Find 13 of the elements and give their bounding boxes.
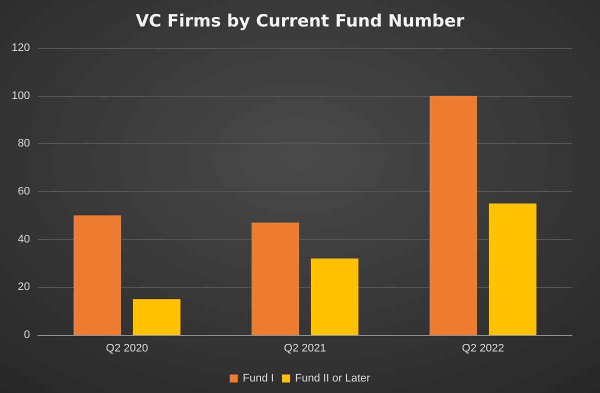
y-tick-label: 80 [18,138,30,150]
legend-label: Fund I [242,372,274,384]
x-tick-label: Q2 2020 [106,342,148,354]
x-tick-label: Q2 2022 [462,342,504,354]
y-tick-label: 20 [18,281,30,294]
x-tick-label: Q2 2021 [284,342,326,354]
legend-label: Fund II or Later [294,372,371,384]
y-tick-label: 120 [12,42,30,54]
y-tick-label: 0 [24,329,30,341]
y-tick-label: 40 [18,233,30,246]
y-tick-label: 60 [18,186,30,198]
y-tick-label: 100 [12,90,30,102]
chart-title: VC Firms by Current Fund Number [136,12,465,32]
